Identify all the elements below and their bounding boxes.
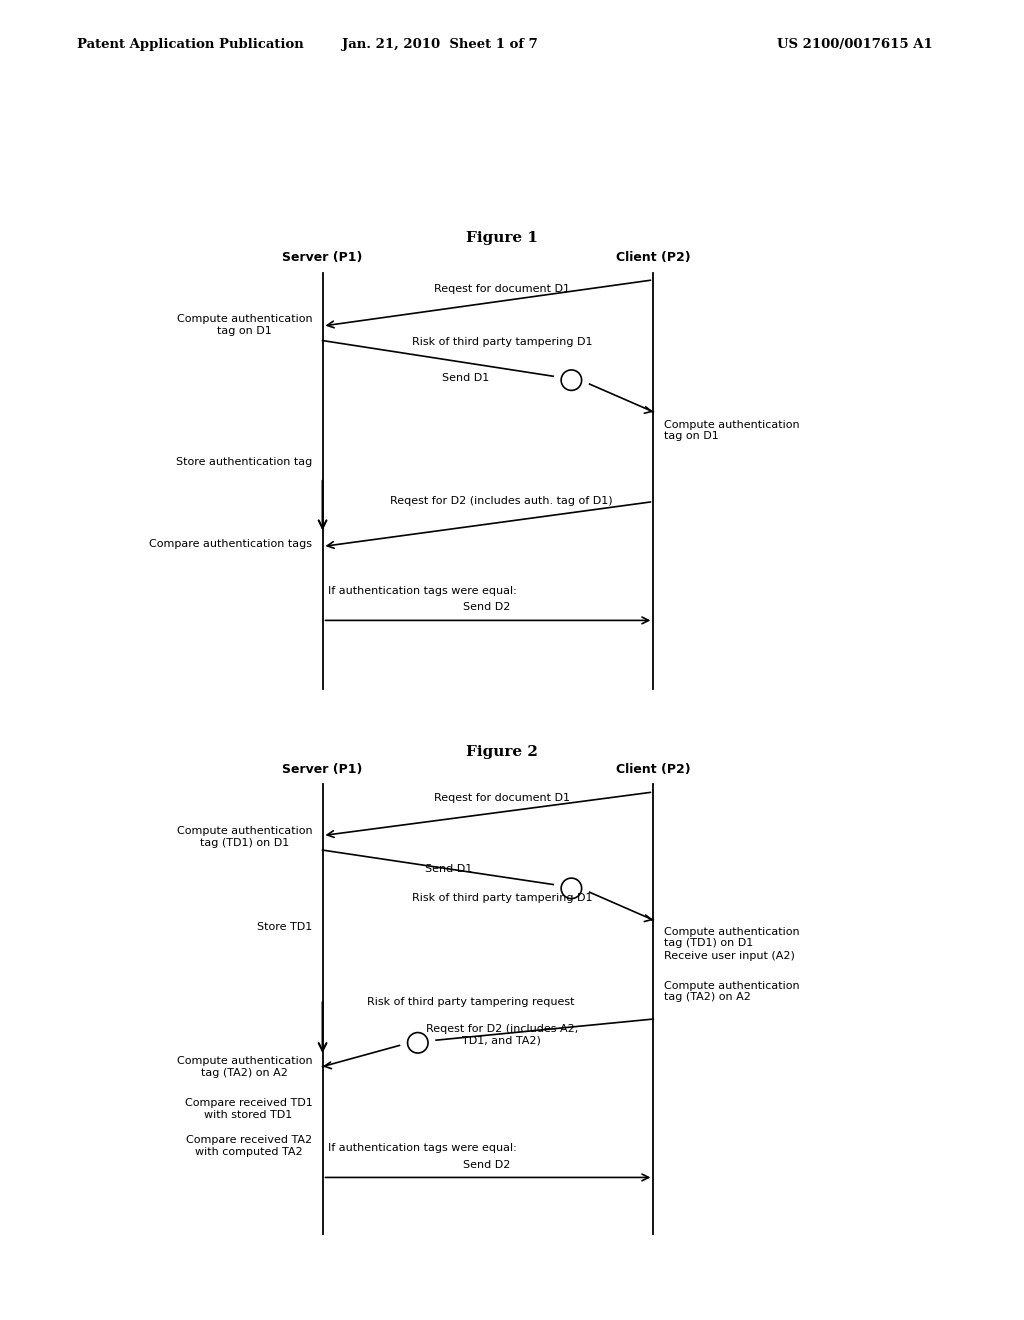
Text: Store TD1: Store TD1 bbox=[257, 921, 312, 932]
Text: Send D1: Send D1 bbox=[425, 863, 472, 874]
Text: US 2100/0017615 A1: US 2100/0017615 A1 bbox=[777, 38, 933, 51]
Text: Jan. 21, 2010  Sheet 1 of 7: Jan. 21, 2010 Sheet 1 of 7 bbox=[342, 38, 539, 51]
Text: Compute authentication
tag (TD1) on D1: Compute authentication tag (TD1) on D1 bbox=[177, 826, 312, 847]
Text: Reqest for document D1: Reqest for document D1 bbox=[434, 284, 569, 294]
Text: Send D1: Send D1 bbox=[442, 372, 489, 383]
Text: If authentication tags were equal:: If authentication tags were equal: bbox=[328, 586, 516, 597]
Text: Store authentication tag: Store authentication tag bbox=[176, 457, 312, 467]
Text: Compute authentication
tag (TA2) on A2: Compute authentication tag (TA2) on A2 bbox=[664, 981, 799, 1002]
Text: Compute authentication
tag (TA2) on A2: Compute authentication tag (TA2) on A2 bbox=[177, 1056, 312, 1077]
Text: Compute authentication
tag on D1: Compute authentication tag on D1 bbox=[664, 420, 799, 441]
Text: Figure 1: Figure 1 bbox=[466, 231, 538, 244]
Text: Patent Application Publication: Patent Application Publication bbox=[77, 38, 303, 51]
Text: Reqest for document D1: Reqest for document D1 bbox=[434, 792, 569, 803]
Text: Server (P1): Server (P1) bbox=[283, 251, 362, 264]
Text: Risk of third party tampering request: Risk of third party tampering request bbox=[368, 997, 574, 1007]
Text: Risk of third party tampering D1: Risk of third party tampering D1 bbox=[412, 892, 592, 903]
Text: Send D2: Send D2 bbox=[463, 1159, 510, 1170]
Text: Reqest for D2 (includes auth. tag of D1): Reqest for D2 (includes auth. tag of D1) bbox=[390, 495, 613, 506]
Text: Risk of third party tampering D1: Risk of third party tampering D1 bbox=[412, 337, 592, 347]
Text: Receive user input (A2): Receive user input (A2) bbox=[664, 950, 795, 961]
Text: Compute authentication
tag (TD1) on D1: Compute authentication tag (TD1) on D1 bbox=[664, 927, 799, 948]
Text: Client (P2): Client (P2) bbox=[616, 763, 690, 776]
Text: Send D2: Send D2 bbox=[463, 602, 510, 612]
Text: Compare authentication tags: Compare authentication tags bbox=[150, 539, 312, 549]
Text: Reqest for D2 (includes A2,
TD1, and TA2): Reqest for D2 (includes A2, TD1, and TA2… bbox=[426, 1024, 578, 1045]
Text: Compare received TA2
with computed TA2: Compare received TA2 with computed TA2 bbox=[186, 1135, 312, 1156]
Text: Client (P2): Client (P2) bbox=[616, 251, 690, 264]
Text: If authentication tags were equal:: If authentication tags were equal: bbox=[328, 1143, 516, 1154]
Text: Compare received TD1
with stored TD1: Compare received TD1 with stored TD1 bbox=[184, 1098, 312, 1119]
Text: Server (P1): Server (P1) bbox=[283, 763, 362, 776]
Text: Compute authentication
tag on D1: Compute authentication tag on D1 bbox=[177, 314, 312, 335]
Text: Figure 2: Figure 2 bbox=[466, 746, 538, 759]
